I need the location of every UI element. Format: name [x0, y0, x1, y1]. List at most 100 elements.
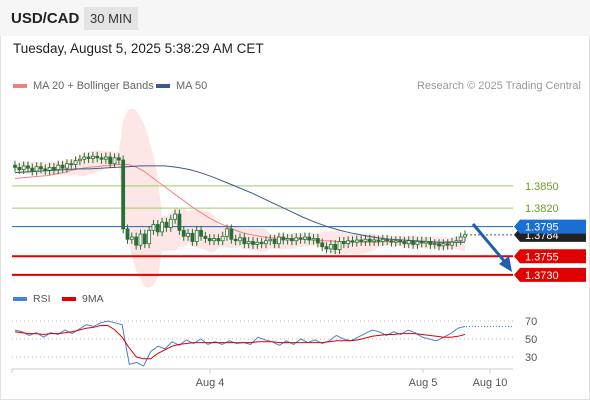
candle	[194, 225, 199, 246]
candle-body	[56, 164, 61, 171]
ma20-swatch-icon	[13, 84, 27, 88]
candle-body	[311, 238, 316, 241]
candle-body	[238, 237, 242, 242]
candle	[86, 152, 91, 163]
candle	[272, 234, 277, 249]
candle	[285, 234, 290, 245]
candle	[212, 234, 216, 246]
candle	[268, 234, 273, 246]
candle-body	[268, 238, 273, 242]
candle-body	[82, 156, 87, 160]
candle	[160, 217, 165, 237]
candle	[199, 225, 203, 241]
candle-body	[194, 229, 199, 242]
candle-body	[155, 224, 160, 233]
candle-body	[173, 213, 177, 220]
candle-body	[142, 233, 147, 245]
candle	[350, 236, 355, 247]
candle-body	[164, 221, 169, 228]
candle-body	[333, 244, 338, 251]
legend-ma50-label: MA 50	[176, 80, 208, 92]
ma50-swatch-icon	[156, 84, 170, 88]
candle	[43, 164, 48, 175]
candle-body	[251, 241, 255, 245]
candle-body	[389, 240, 394, 243]
legend-ma9-label: 9MA	[82, 293, 104, 305]
candle-body	[359, 239, 364, 242]
pivot-tag-box	[514, 219, 586, 234]
candle-body	[385, 238, 390, 242]
candle-body	[303, 236, 307, 240]
candle-body	[376, 239, 381, 242]
candle	[419, 237, 424, 248]
candle	[151, 220, 156, 235]
candle	[315, 234, 320, 248]
candle	[324, 242, 329, 254]
candle	[181, 225, 186, 241]
candle-body	[406, 240, 411, 245]
candle	[424, 237, 428, 248]
candle-body	[242, 237, 247, 245]
candle-body	[285, 238, 290, 241]
candle-body	[350, 240, 355, 243]
candle-body	[229, 228, 234, 240]
pivot-tag-text: 1.3795	[525, 222, 559, 234]
candle-body	[445, 243, 450, 246]
candle-body	[441, 243, 446, 247]
candle	[337, 237, 342, 255]
candle	[463, 230, 467, 242]
candle-body	[437, 243, 441, 247]
candle-body	[367, 238, 372, 242]
candle	[173, 209, 177, 224]
candle-body	[337, 241, 342, 251]
x-tick-label: Aug 10	[473, 377, 508, 389]
candle	[177, 209, 182, 235]
candle	[164, 217, 169, 232]
candle	[298, 233, 303, 244]
support-1-tag-box	[514, 249, 586, 264]
candle	[311, 234, 316, 245]
candle-body	[116, 157, 121, 161]
candle-body	[90, 155, 95, 159]
candle	[238, 233, 242, 246]
candle	[73, 156, 78, 169]
candle-body	[255, 241, 260, 245]
candle	[90, 151, 95, 163]
candle-body	[428, 241, 433, 245]
timeframe-badge[interactable]: 30 MIN	[84, 7, 138, 30]
candle-body	[233, 238, 238, 242]
rsi-swatch-icon	[13, 297, 27, 301]
candle-body	[415, 241, 420, 245]
candle-body	[60, 164, 65, 169]
candle	[264, 236, 268, 249]
candle	[341, 237, 346, 249]
candle-body	[121, 159, 126, 230]
candle	[303, 232, 307, 244]
candle	[359, 235, 364, 246]
candle-body	[458, 236, 463, 242]
candle	[346, 236, 351, 249]
candle-body	[21, 165, 26, 171]
candle-body	[199, 229, 203, 237]
chart-header-bar: USD/CAD 30 MIN	[0, 0, 590, 36]
candle-body	[78, 158, 82, 162]
candle-body	[463, 234, 467, 238]
candle-body	[147, 229, 152, 245]
candle	[255, 237, 260, 249]
candle-body	[86, 156, 91, 159]
candle	[372, 235, 377, 246]
candle-body	[160, 221, 165, 233]
bollinger-band	[15, 108, 465, 288]
candle	[103, 152, 108, 164]
candle-body	[17, 167, 22, 171]
candle-body	[13, 164, 17, 168]
candle	[454, 236, 459, 247]
legend-ma50: MA 50	[156, 80, 207, 92]
candle	[441, 239, 446, 251]
candle-body	[190, 232, 195, 242]
candle-body	[151, 224, 156, 231]
candle	[125, 224, 130, 244]
candle	[108, 152, 113, 169]
candle	[367, 234, 372, 246]
candle	[69, 159, 74, 169]
